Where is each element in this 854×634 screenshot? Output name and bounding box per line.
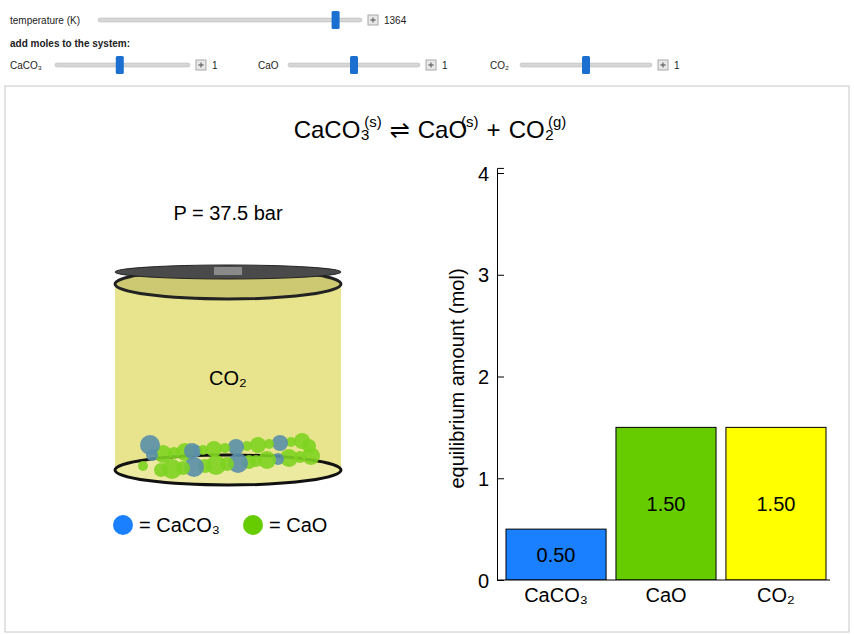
particle [206,441,222,457]
plus-box [196,60,206,70]
x-tick-label: CaO [645,584,686,606]
bar [506,529,606,580]
control-label: CaO [258,60,279,71]
slider-thumb[interactable] [350,56,358,74]
equation: CaCO₃(s)⇌​CaO(s)+​CO₂(g) [294,113,567,143]
slider[interactable] [55,56,206,74]
particle [154,463,168,477]
particle [250,437,266,453]
x-tick: CaO [645,580,686,606]
y-axis-title: equilibrium amount (mol) [446,268,468,488]
equation-phase: (g) [548,113,566,130]
control-panel [0,0,854,86]
particle [138,461,148,471]
plus-box [658,60,668,70]
particle [272,435,288,451]
y-tick-mark [497,173,504,174]
y-tick-label: 3 [478,264,489,286]
x-tick: CO₂ [757,580,795,606]
control-value: 1364 [384,15,407,26]
plus-sign [661,63,666,68]
control-value: 1 [674,60,680,71]
particle [250,455,262,467]
slider-thumb[interactable] [116,56,124,74]
x-axis-line [497,580,830,581]
x-tick-label: CO₂ [757,584,795,606]
plus-sign [199,63,204,68]
y-axis-line [498,168,505,580]
bar [726,427,826,580]
plus-button[interactable] [196,60,206,70]
control-value: 1 [442,60,448,71]
y-axis: 0 1 2 3 4 [478,163,504,592]
slider[interactable] [98,11,378,29]
plus-box [426,60,436,70]
y-tick-label: 1 [478,468,489,490]
legend-symbol [243,515,263,535]
particle [140,435,160,455]
data-label: 1.50 [756,493,795,515]
output-frame [5,86,849,632]
x-tick: CaCO₃ [524,580,588,606]
equation-formula: CaO [418,116,467,143]
slider-track [98,18,362,22]
control-value: 1 [212,60,218,71]
plus-sign [429,63,434,68]
bars [506,427,826,580]
equation-operator: + [487,116,501,143]
control-label: temperature (K) [10,15,80,26]
plus-button[interactable] [658,60,668,70]
y-tick: 4 [478,163,504,185]
y-tick-mark [497,377,504,378]
x-tick-label: CaCO₃ [524,584,588,606]
slider[interactable] [520,56,668,74]
y-tick-mark [497,478,504,479]
data-label: 0.50 [537,544,576,566]
y-tick: 1 [478,468,504,490]
y-tick: 2 [478,366,504,388]
plus-button[interactable] [368,15,378,25]
particle [184,443,200,459]
legend-label: = CaCO₃ [139,514,220,536]
particle [302,439,316,453]
x-axis: CaCO₃ CaO CO₂ [524,580,795,606]
equation-phase: (s) [461,113,479,130]
slider-thumb[interactable] [332,11,340,29]
control-label: CaCO₃ [10,60,42,71]
control-label: CO₂ [490,60,509,71]
bar [616,427,716,580]
y-tick-label: 4 [478,163,489,185]
legend-label: = CaO [269,514,327,536]
slider[interactable] [288,56,436,74]
y-tick-mark [497,275,504,276]
equation-formula: CaCO₃ [294,116,370,143]
cylinder-body [115,284,341,470]
legend-symbol [113,515,133,535]
page: temperature (K) 1364 add moles to the syst… [0,0,854,634]
data-label: 1.50 [647,493,686,515]
cylinder-lid [115,265,341,279]
lid-knob [214,267,242,275]
cylinder-label: CO₂ [209,367,247,389]
control-heading: add moles to the system: [10,38,130,49]
plus-box [368,15,378,25]
pressure-label: P = 37.5 bar [173,202,283,224]
equation-phase: (s) [364,113,382,130]
equation-operator: ⇌ [390,116,410,143]
slider-thumb[interactable] [582,56,590,74]
particles [138,433,320,479]
y-tick: 3 [478,264,504,286]
plus-button[interactable] [426,60,436,70]
particle [228,439,244,455]
plus-sign [371,18,376,23]
y-tick-label: 2 [478,366,489,388]
y-tick-label: 0 [478,570,489,592]
